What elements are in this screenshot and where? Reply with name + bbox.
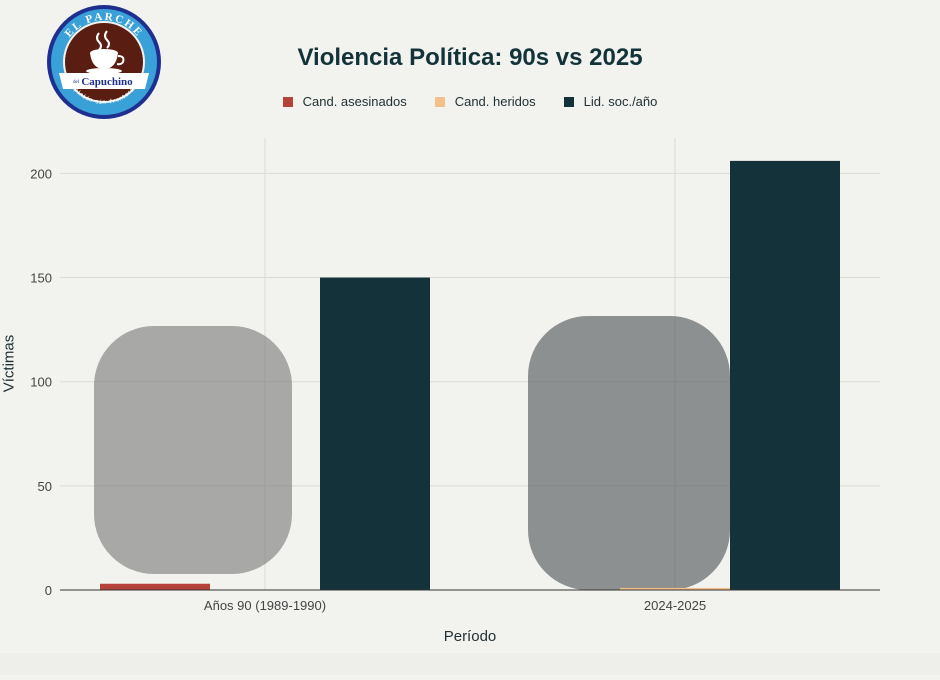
legend-label-heridos: Cand. heridos — [454, 94, 536, 109]
brand-logo: EL PARCHE Opinión sin fronteras del Capu… — [47, 5, 161, 119]
y-tick-label: 150 — [30, 271, 52, 286]
photo-left-placeholder — [94, 326, 292, 574]
legend: Cand. asesinados Cand. heridos Lid. soc.… — [0, 94, 940, 109]
y-tick-label: 100 — [30, 375, 52, 390]
chart-title: Violencia Política: 90s vs 2025 — [297, 44, 643, 71]
x-tick-label: Años 90 (1989-1990) — [204, 598, 326, 613]
y-tick-label: 50 — [38, 479, 52, 494]
logo-middle-text: Capuchino — [81, 76, 133, 88]
logo-small-text: del — [73, 80, 80, 85]
bar-2-0 — [320, 277, 430, 590]
legend-item-heridos[interactable]: Cand. heridos — [434, 94, 536, 109]
bar-1-1 — [620, 587, 730, 590]
photo-right-placeholder — [528, 316, 730, 590]
y-axis-label: Víctimas — [0, 334, 18, 393]
legend-swatch-heridos — [434, 96, 445, 107]
bar-0-0 — [100, 583, 210, 590]
y-tick-label: 200 — [30, 166, 52, 181]
legend-swatch-asesinados — [282, 96, 293, 107]
bottom-band — [0, 653, 940, 675]
y-tick-label: 0 — [45, 583, 52, 598]
legend-label-lideres: Lid. soc./año — [583, 94, 658, 109]
x-axis-label: Período — [443, 628, 497, 645]
legend-label-asesinados: Cand. asesinados — [302, 94, 407, 109]
legend-item-lideres[interactable]: Lid. soc./año — [563, 94, 658, 109]
legend-swatch-lideres — [563, 96, 574, 107]
bar-2-1 — [730, 160, 840, 591]
x-tick-label: 2024-2025 — [644, 598, 706, 613]
legend-item-asesinados[interactable]: Cand. asesinados — [282, 94, 407, 109]
